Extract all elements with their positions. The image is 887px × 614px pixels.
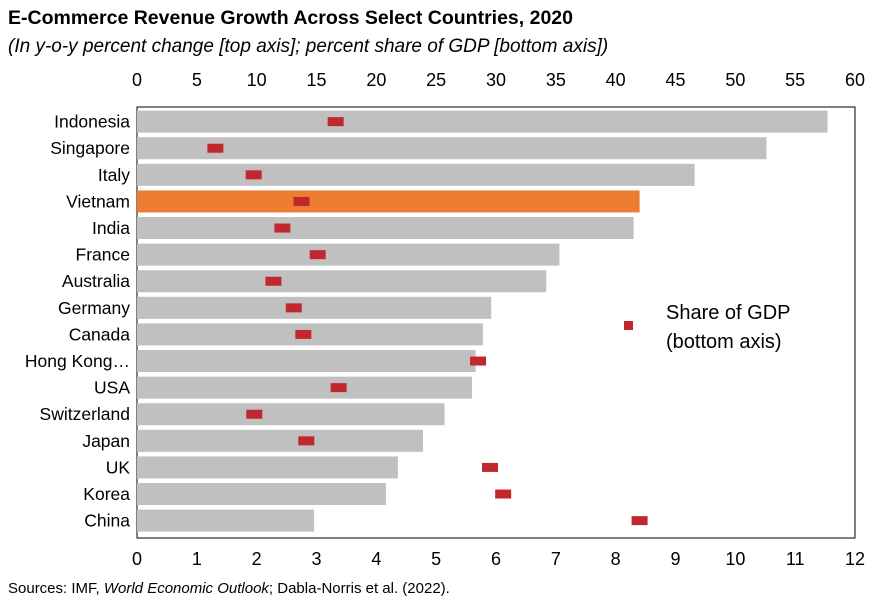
- bar-germany: [137, 296, 492, 319]
- share-marker: [298, 436, 315, 446]
- category-label: UK: [106, 457, 131, 477]
- category-label: Hong Kong…: [25, 351, 130, 371]
- bottom-tick-label: 11: [786, 549, 805, 569]
- share-marker: [295, 329, 312, 339]
- share-marker: [285, 303, 302, 313]
- share-marker: [330, 383, 347, 393]
- category-label: Japan: [82, 431, 130, 451]
- category-label: Vietnam: [66, 191, 130, 211]
- top-tick-label: 20: [366, 70, 386, 90]
- bottom-tick-label: 0: [132, 549, 142, 569]
- bottom-tick-label: 9: [670, 549, 680, 569]
- top-tick-label: 55: [785, 70, 805, 90]
- bars-group: [137, 110, 828, 532]
- category-label: Australia: [62, 271, 130, 291]
- share-marker: [245, 170, 262, 180]
- category-labels: Indonesia Singapore Italy Vietnam India Franc…: [25, 112, 130, 531]
- top-tick-label: 15: [306, 70, 326, 90]
- legend-line-1: Share of GDP: [666, 302, 791, 324]
- top-tick-label: 30: [486, 70, 506, 90]
- bar-singapore: [137, 137, 767, 160]
- category-label: Indonesia: [54, 112, 130, 132]
- bottom-tick-label: 1: [192, 549, 202, 569]
- bottom-axis: 0 1 2 3 4 5 6 7 8 9 10 11 12: [132, 549, 865, 569]
- share-marker: [495, 489, 512, 499]
- top-tick-label: 35: [546, 70, 566, 90]
- legend: Share of GDP (bottom axis): [624, 302, 791, 353]
- category-label: Germany: [58, 298, 130, 318]
- bottom-tick-label: 10: [725, 549, 745, 569]
- bottom-tick-label: 5: [431, 549, 441, 569]
- bar-usa: [137, 376, 473, 399]
- bar-uk: [137, 456, 398, 479]
- share-marker: [470, 356, 487, 366]
- category-label: USA: [94, 378, 130, 398]
- bottom-tick-label: 12: [845, 549, 865, 569]
- bar-japan: [137, 429, 424, 452]
- legend-line-2: (bottom axis): [666, 331, 782, 353]
- top-tick-label: 60: [845, 70, 865, 90]
- share-marker: [482, 462, 499, 472]
- bar-france: [137, 243, 560, 266]
- bar-hong-kong: [137, 350, 476, 373]
- chart-subtitle: (In y-o-y percent change [top axis]; per…: [8, 36, 609, 57]
- bar-vietnam: [137, 190, 640, 213]
- share-marker: [327, 117, 344, 127]
- top-tick-label: 40: [606, 70, 626, 90]
- bottom-tick-label: 3: [311, 549, 321, 569]
- bar-switzerland: [137, 403, 445, 426]
- category-label: Switzerland: [40, 404, 130, 424]
- share-marker: [631, 516, 648, 526]
- chart-title: E-Commerce Revenue Growth Across Select …: [8, 7, 573, 29]
- top-tick-label: 45: [665, 70, 685, 90]
- bar-india: [137, 217, 634, 240]
- bar-indonesia: [137, 110, 828, 133]
- category-label: Korea: [83, 484, 130, 504]
- top-tick-label: 5: [192, 70, 202, 90]
- bar-korea: [137, 483, 386, 506]
- category-label: France: [76, 245, 130, 265]
- bottom-tick-label: 7: [551, 549, 561, 569]
- markers-group: [207, 117, 648, 526]
- source-suffix: ; Dabla-Norris et al. (2022).: [268, 580, 450, 597]
- top-tick-label: 0: [132, 70, 142, 90]
- top-tick-label: 25: [426, 70, 446, 90]
- category-label: Singapore: [50, 138, 130, 158]
- share-marker: [246, 409, 263, 419]
- bar-australia: [137, 270, 547, 293]
- source-prefix: Sources: IMF,: [8, 580, 104, 597]
- share-marker: [293, 196, 310, 206]
- bottom-tick-label: 4: [371, 549, 381, 569]
- share-marker: [265, 276, 282, 286]
- bar-china: [137, 509, 315, 532]
- legend-marker: [624, 321, 633, 330]
- bar-italy: [137, 163, 695, 186]
- source-note: Sources: IMF, World Economic Outlook; Da…: [8, 580, 450, 597]
- share-marker: [207, 143, 224, 153]
- top-axis: 0 5 10 15 20 25 30 35 40 45 50 55 60: [132, 70, 865, 90]
- category-label: Italy: [98, 165, 130, 185]
- category-label: China: [84, 511, 130, 531]
- category-label: Canada: [69, 324, 131, 344]
- bottom-tick-label: 2: [252, 549, 262, 569]
- bottom-tick-label: 8: [611, 549, 621, 569]
- category-label: India: [92, 218, 130, 238]
- top-tick-label: 50: [725, 70, 745, 90]
- share-marker: [309, 250, 326, 260]
- top-tick-label: 10: [247, 70, 267, 90]
- source-italic: World Economic Outlook: [103, 580, 269, 597]
- share-marker: [274, 223, 291, 233]
- bottom-tick-label: 6: [491, 549, 501, 569]
